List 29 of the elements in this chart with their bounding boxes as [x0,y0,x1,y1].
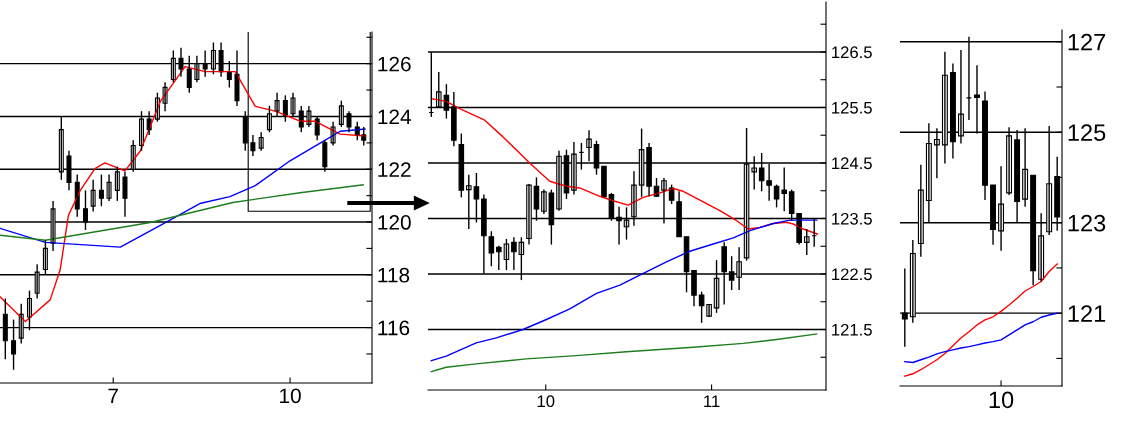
x-tick-label: 11 [704,395,720,407]
y-tick-label: 126 [378,56,411,72]
line-series [0,184,364,241]
y-tick-label: 127 [1068,33,1106,51]
line-series [0,128,366,248]
y-tick-label: 124 [378,109,412,124]
x-tick-label: 10 [537,395,555,408]
line-series [904,263,1058,377]
line-series [430,333,818,373]
x-tick-label: 10 [989,391,1014,409]
line-series [430,219,818,362]
y-tick-label: 122.5 [832,268,872,281]
y-tick-label: 122 [378,162,411,177]
candlestick [803,228,810,256]
y-tick-label: 125.5 [832,101,872,114]
line-series [904,312,1058,364]
candlestick [488,230,495,267]
y-tick-label: 121.5 [832,323,872,336]
y-tick-label: 126.5 [832,46,872,59]
x-tick-label: 7 [108,388,118,403]
y-tick-label: 124.5 [832,157,872,170]
y-tick-label: 125 [1068,124,1106,142]
x-tick-label: 10 [280,388,301,404]
y-tick-label: 118 [378,267,410,283]
y-tick-label: 121 [1068,305,1106,322]
y-tick-label: 123 [1068,214,1106,232]
y-tick-label: 116 [378,320,410,336]
y-tick-label: 123.5 [832,212,872,225]
y-tick-label: 120 [378,215,411,230]
